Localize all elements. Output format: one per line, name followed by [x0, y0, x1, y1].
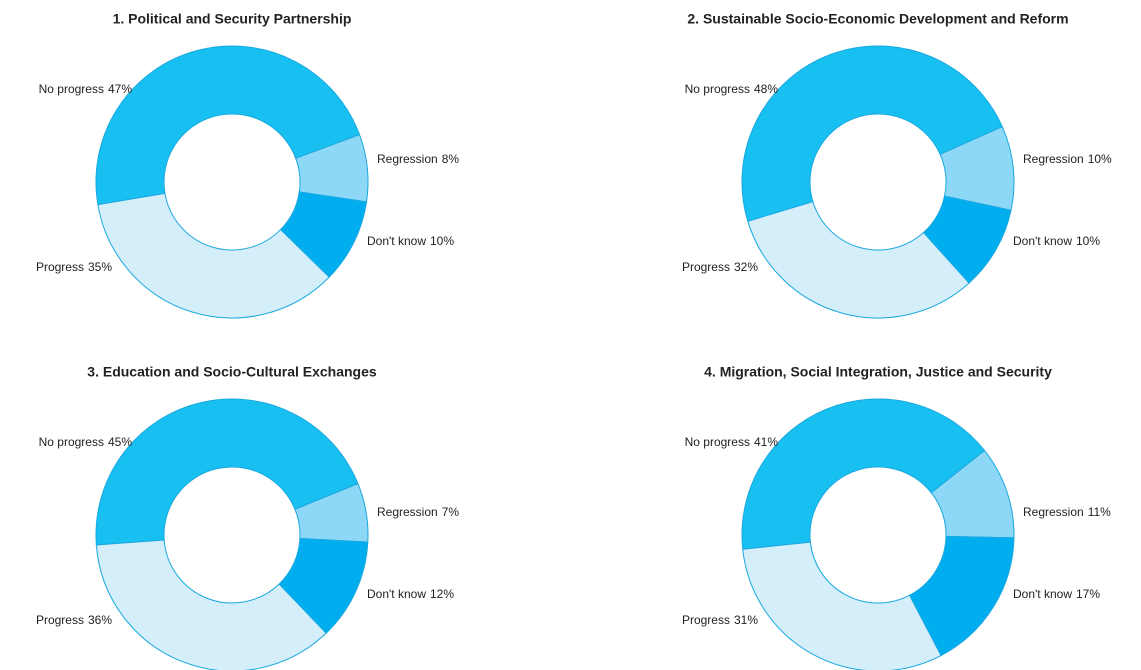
value-label: 12%	[430, 587, 454, 601]
category-name: Regression	[1023, 505, 1084, 519]
category-name: Progress	[36, 613, 84, 627]
category-name: Don't know	[367, 587, 426, 601]
segment-label: Don't know 10%	[367, 234, 454, 248]
donut-segment	[741, 45, 1003, 222]
value-label: 8%	[442, 152, 460, 166]
category-name: Progress	[36, 260, 84, 274]
segment-label: Progress 35%	[36, 260, 112, 274]
value-label: 41%	[754, 435, 778, 449]
segment-label: Progress 32%	[682, 260, 758, 274]
category-name: No progress	[39, 435, 104, 449]
donut-segment	[741, 398, 986, 550]
category-name: No progress	[685, 82, 750, 96]
chart-title: 1. Political and Security Partnership	[113, 11, 352, 27]
segment-label: No progress 47%	[39, 82, 133, 96]
value-label: 10%	[1088, 152, 1112, 166]
category-name: Don't know	[1013, 587, 1072, 601]
donut-segment	[95, 539, 327, 670]
segment-label: Progress 36%	[36, 613, 112, 627]
segment-label: Progress 31%	[682, 613, 758, 627]
category-name: Regression	[377, 505, 438, 519]
category-name: Regression	[1023, 152, 1084, 166]
value-label: 10%	[430, 234, 454, 248]
value-label: 11%	[1088, 505, 1111, 519]
segment-label: No progress 45%	[39, 435, 133, 449]
value-label: 47%	[108, 82, 132, 96]
value-label: 32%	[734, 260, 758, 274]
segment-label: Don't know 10%	[1013, 234, 1100, 248]
value-label: 48%	[754, 82, 778, 96]
segment-label: Don't know 12%	[367, 587, 454, 601]
donut-segment	[742, 541, 942, 670]
segment-label: Regression 11%	[1023, 505, 1111, 519]
value-label: 31%	[734, 613, 758, 627]
segment-label: Regression 7%	[377, 505, 459, 519]
category-name: Progress	[682, 613, 730, 627]
category-name: Progress	[682, 260, 730, 274]
value-label: 35%	[88, 260, 112, 274]
donut-segment	[97, 192, 330, 319]
donut-segment	[747, 201, 970, 319]
segment-label: No progress 48%	[685, 82, 779, 96]
segment-label: Don't know 17%	[1013, 587, 1100, 601]
segment-label: Regression 8%	[377, 152, 459, 166]
value-label: 45%	[108, 435, 132, 449]
category-name: No progress	[685, 435, 750, 449]
chart-title: 3. Education and Socio-Cultural Exchange…	[87, 364, 377, 380]
category-name: No progress	[39, 82, 104, 96]
chart-title: 4. Migration, Social Integration, Justic…	[704, 364, 1052, 380]
category-name: Don't know	[1013, 234, 1072, 248]
value-label: 7%	[442, 505, 460, 519]
category-name: Regression	[377, 152, 438, 166]
donut-segment	[95, 45, 361, 206]
value-label: 10%	[1076, 234, 1100, 248]
donut-segment	[95, 398, 359, 546]
value-label: 36%	[88, 613, 112, 627]
chart-title: 2. Sustainable Socio-Economic Developmen…	[687, 11, 1068, 27]
category-name: Don't know	[367, 234, 426, 248]
value-label: 17%	[1076, 587, 1100, 601]
segment-label: No progress 41%	[685, 435, 779, 449]
segment-label: Regression 10%	[1023, 152, 1112, 166]
